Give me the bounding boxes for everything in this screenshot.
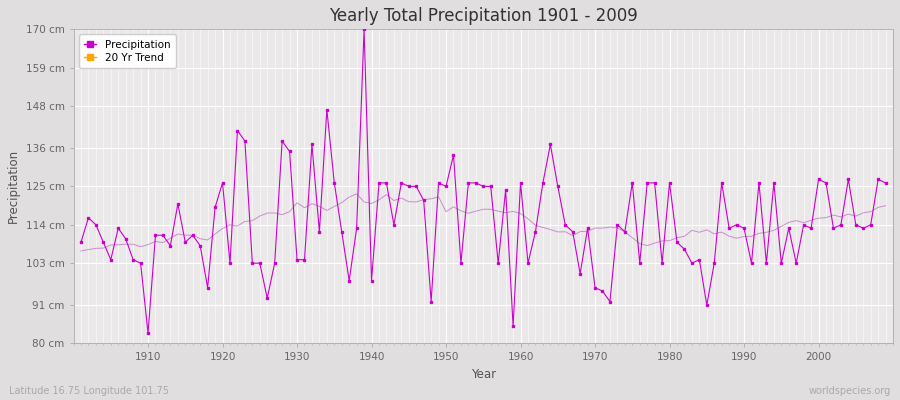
- Y-axis label: Precipitation: Precipitation: [7, 149, 20, 224]
- Legend: Precipitation, 20 Yr Trend: Precipitation, 20 Yr Trend: [78, 34, 176, 68]
- X-axis label: Year: Year: [471, 368, 496, 381]
- Text: Latitude 16.75 Longitude 101.75: Latitude 16.75 Longitude 101.75: [9, 386, 169, 396]
- Title: Yearly Total Precipitation 1901 - 2009: Yearly Total Precipitation 1901 - 2009: [328, 7, 638, 25]
- Text: worldspecies.org: worldspecies.org: [809, 386, 891, 396]
